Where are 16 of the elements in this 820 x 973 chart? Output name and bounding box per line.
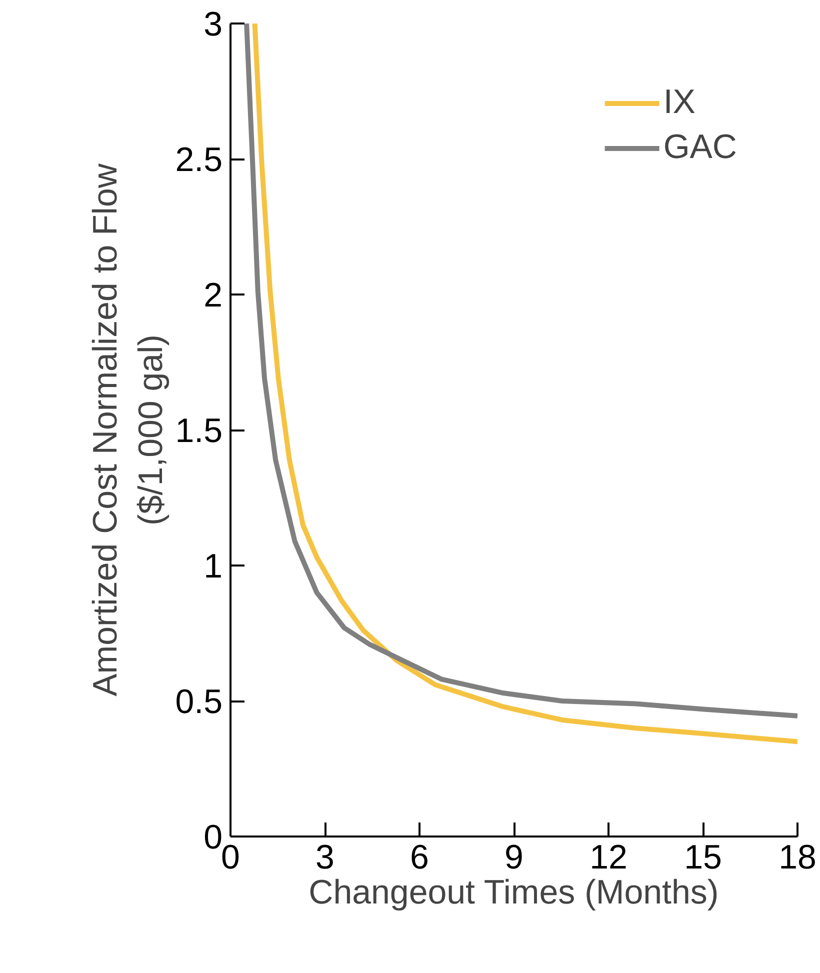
y-tick-label: 3 [204,6,223,44]
y-tick-label: 2.5 [175,141,222,179]
x-tick-label: 3 [316,838,334,876]
legend-label: IX [663,83,696,122]
y-tick-label: 1 [204,548,223,586]
x-tick-label: 9 [504,838,524,876]
y-axis-title: Amortized Cost Normalized to Flow ($/1,000 gal) [86,163,170,696]
x-tick-label: 6 [410,838,429,876]
x-tick-label: 12 [590,838,628,876]
x-tick-label: 15 [684,838,722,876]
x-axis-title: Changeout Times (Months) [308,874,719,912]
x-tick-label: 18 [778,838,816,876]
legend-label: GAC [663,128,737,167]
y-tick-label: 0.5 [175,683,222,721]
y-tick-label: 2 [204,276,223,314]
y-tick-label: 1.5 [175,412,222,450]
